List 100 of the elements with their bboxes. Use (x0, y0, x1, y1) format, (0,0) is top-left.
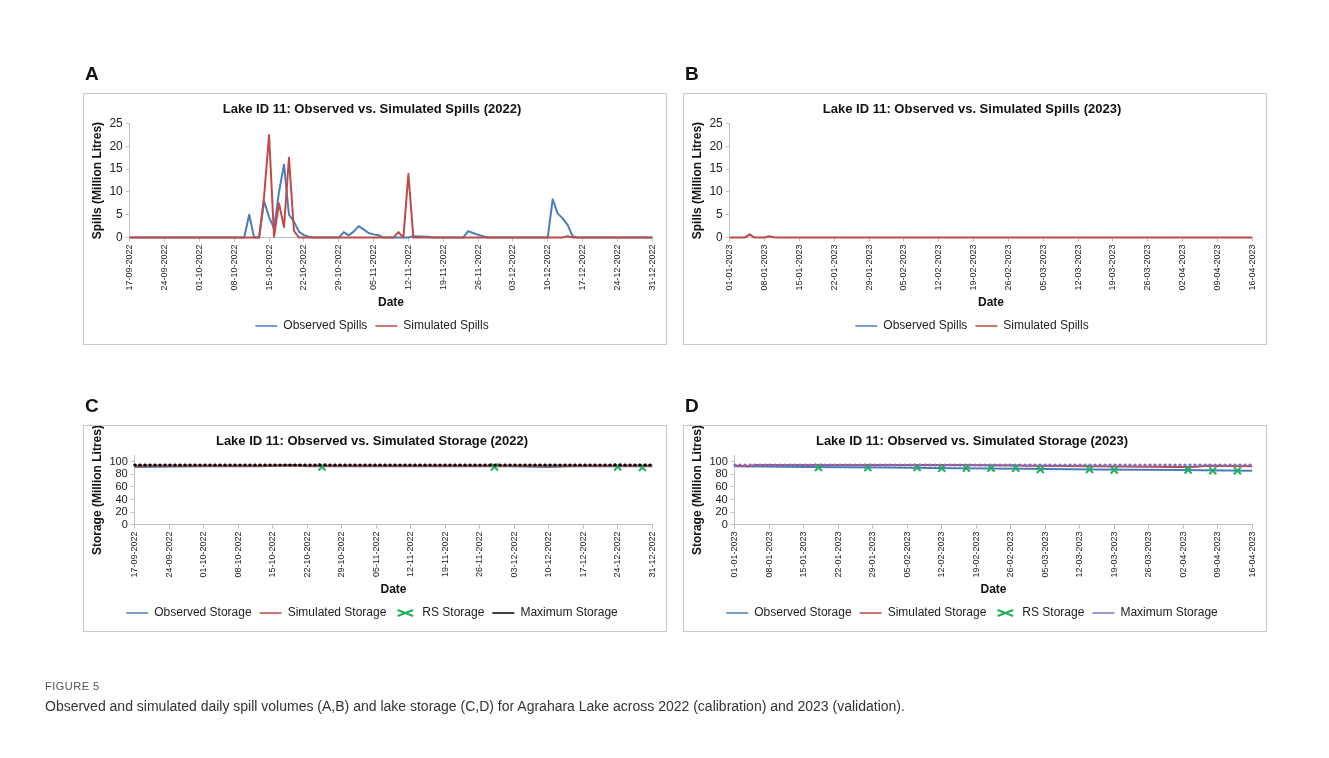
x-tick-label: 03-12-2022 (507, 244, 518, 291)
x-tick-label: 08-01-2023 (759, 244, 770, 291)
x-tick-label: 26-11-2022 (472, 244, 483, 290)
x-tick-label: 05-11-2022 (368, 244, 379, 290)
x-axis-title: Date (377, 295, 405, 310)
x-tick-label: 12-02-2023 (933, 244, 944, 291)
x-axis-title: Date (980, 582, 1007, 597)
x-tick-label: 08-01-2023 (763, 531, 774, 578)
x-tick-label: 24-12-2022 (611, 244, 622, 291)
x-tick-label: 12-11-2022 (402, 244, 413, 290)
y-tick-label: 100 (109, 454, 128, 467)
x-tick-label: 01-01-2023 (729, 531, 740, 578)
x-tick-label: 17-12-2022 (577, 244, 588, 291)
x-tick-label: 26-03-2023 (1142, 244, 1153, 291)
x-tick-label: 19-03-2023 (1107, 244, 1118, 291)
x-tick-label: 16-04-2023 (1246, 531, 1257, 578)
legend-label: Simulated Storage (887, 605, 987, 620)
x-tick-label: 26-11-2022 (474, 531, 485, 577)
y-tick-label: 25 (709, 115, 724, 130)
x-tick-label: 05-11-2022 (370, 531, 381, 577)
x-tick-label: 15-10-2022 (263, 244, 274, 291)
y-tick-label: 100 (709, 454, 728, 467)
x-tick-label: 19-11-2022 (439, 531, 450, 577)
text: A (85, 63, 99, 85)
x-tick-label: 22-01-2023 (828, 244, 839, 291)
x-tick-label: 03-12-2022 (508, 531, 519, 578)
y-tick-label: 40 (715, 492, 728, 505)
y-tick-label: 60 (715, 479, 728, 492)
x-tick-label: 17-09-2022 (129, 531, 140, 578)
x-tick-label: 19-02-2023 (968, 244, 979, 291)
x-tick-label: 22-01-2023 (832, 531, 843, 578)
text: D (685, 395, 699, 417)
y-tick-label: 15 (109, 161, 124, 176)
y-tick-label: 5 (116, 207, 124, 222)
y-tick-label: 40 (115, 492, 128, 505)
y-axis-title: Spills (Million Litres) (89, 121, 104, 240)
x-tick-label: 24-09-2022 (159, 244, 170, 291)
y-tick-label: 20 (115, 505, 128, 518)
y-tick-label: 25 (109, 115, 124, 130)
legend-label: Simulated Spills (1003, 318, 1089, 333)
y-tick-label: 80 (715, 467, 728, 480)
y-tick-label: 0 (721, 517, 728, 530)
chart-title: Lake ID 11: Observed vs. Simulated Storage (2022) (215, 433, 529, 449)
text: C (85, 395, 99, 417)
x-axis-title: Date (977, 295, 1005, 310)
legend-label: Observed Storage (154, 605, 252, 620)
x-tick-label: 24-12-2022 (612, 531, 623, 578)
x-tick-label: 29-01-2023 (867, 531, 878, 578)
x-tick-label: 05-03-2023 (1037, 244, 1048, 291)
x-tick-label: 02-04-2023 (1177, 244, 1188, 291)
text: B (685, 63, 699, 85)
x-tick-label: 29-01-2023 (863, 244, 874, 291)
x-tick-label: 10-12-2022 (542, 244, 553, 291)
y-axis-title: Storage (Million Litres) (89, 425, 104, 556)
x-tick-label: 24-09-2022 (163, 531, 174, 578)
x-tick-label: 01-10-2022 (193, 244, 204, 291)
chart-title: Lake ID 11: Observed vs. Simulated Spills (2023) (822, 101, 1122, 117)
y-tick-label: 15 (709, 161, 724, 176)
x-tick-label: 16-04-2023 (1246, 244, 1257, 291)
x-tick-label: 09-04-2023 (1212, 531, 1223, 578)
text: Observed and simulated daily spill volumes (A,B) and lake storage (C,D) for Agrahara Lake across 2022 (calibration) and 2023 (validation). (45, 698, 905, 714)
y-tick-label: 0 (116, 229, 124, 244)
x-tick-label: 08-10-2022 (228, 244, 239, 291)
x-tick-label: 17-09-2022 (124, 244, 135, 291)
y-tick-label: 80 (115, 467, 128, 480)
legend-label: Observed Spills (283, 318, 368, 333)
legend-label: RS Storage (422, 605, 485, 620)
x-tick-label: 26-02-2023 (1005, 531, 1016, 578)
x-tick-label: 19-11-2022 (437, 244, 448, 290)
x-tick-label: 15-10-2022 (267, 531, 278, 578)
y-tick-label: 10 (109, 184, 124, 199)
legend-label: Simulated Spills (403, 318, 489, 333)
y-tick-label: 5 (716, 207, 724, 222)
y-axis-title: Spills (Million Litres) (689, 121, 704, 240)
legend-label: Simulated Storage (287, 605, 387, 620)
x-tick-label: 22-10-2022 (298, 244, 309, 291)
x-tick-label: 01-01-2023 (724, 244, 735, 291)
x-tick-label: 12-11-2022 (405, 531, 416, 577)
y-tick-label: 20 (715, 505, 728, 518)
x-tick-label: 29-10-2022 (336, 531, 347, 578)
y-tick-label: 0 (121, 517, 128, 530)
x-tick-label: 01-10-2022 (198, 531, 209, 578)
x-tick-label: 15-01-2023 (798, 531, 809, 578)
x-tick-label: 19-02-2023 (970, 531, 981, 578)
y-axis-title: Storage (Million Litres) (689, 425, 704, 556)
legend-label: Maximum Storage (520, 605, 619, 620)
y-tick-label: 20 (709, 138, 724, 153)
legend-label: Maximum Storage (1120, 605, 1219, 620)
x-tick-label: 05-03-2023 (1039, 531, 1050, 578)
y-tick-label: 60 (115, 479, 128, 492)
x-tick-label: 05-02-2023 (901, 531, 912, 578)
caption: FIGURE 5 (45, 680, 100, 692)
x-tick-label: 12-02-2023 (936, 531, 947, 578)
x-axis-title: Date (380, 582, 407, 597)
y-tick-label: 20 (109, 138, 124, 153)
x-tick-label: 26-03-2023 (1143, 531, 1154, 578)
chart-title: Lake ID 11: Observed vs. Simulated Spills (2022) (222, 101, 522, 117)
x-tick-label: 12-03-2023 (1072, 244, 1083, 291)
x-tick-label: 31-12-2022 (646, 244, 657, 291)
x-tick-label: 26-02-2023 (1002, 244, 1013, 291)
